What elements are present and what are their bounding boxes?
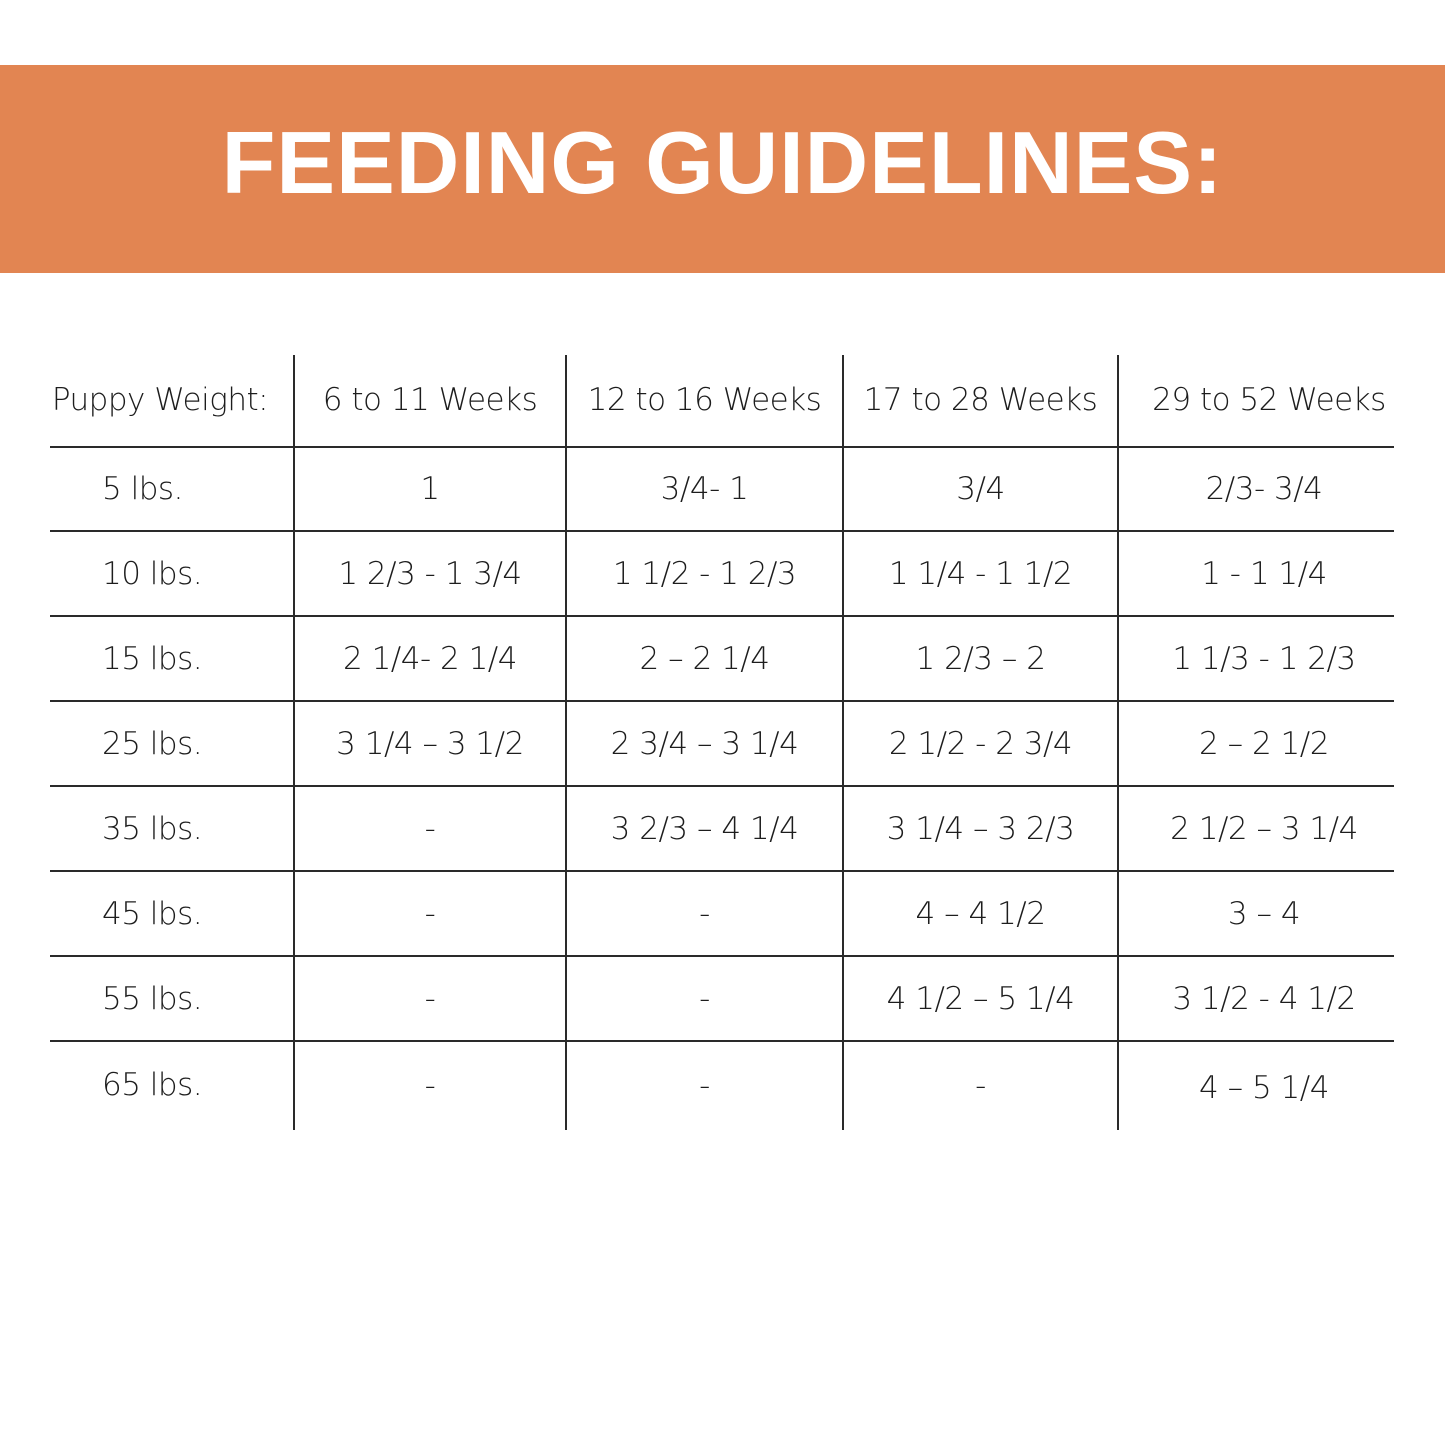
table-cell: 3/4- 1 bbox=[660, 471, 749, 507]
row-divider bbox=[50, 785, 1394, 787]
page-title: FEEDING GUIDELINES: bbox=[221, 113, 1224, 212]
header-12-to-16-weeks: 12 to 16 Weeks bbox=[587, 382, 822, 418]
table-cell: 4 – 5 1/4 bbox=[1199, 1070, 1329, 1106]
column-divider bbox=[1117, 355, 1119, 1130]
table-cell: - bbox=[699, 895, 710, 932]
row-divider bbox=[50, 870, 1394, 872]
row-divider bbox=[50, 1040, 1394, 1042]
table-cell: 3 – 4 bbox=[1227, 895, 1301, 932]
row-divider bbox=[50, 530, 1394, 532]
table-cell: - bbox=[699, 1068, 710, 1104]
table-cell: 3 1/4 – 3 1/2 bbox=[336, 725, 524, 762]
column-divider bbox=[293, 355, 295, 1130]
table-cell: - bbox=[424, 895, 436, 932]
title-banner: FEEDING GUIDELINES: bbox=[0, 65, 1445, 273]
row-weight-label: 5 lbs. bbox=[102, 471, 183, 507]
header-6-to-11-weeks: 6 to 11 Weeks bbox=[322, 382, 538, 418]
table-cell: 1 bbox=[420, 471, 440, 507]
row-weight-label: 10 lbs. bbox=[102, 555, 203, 592]
table-cell: 2 1/2 – 3 1/4 bbox=[1170, 810, 1358, 847]
row-weight-label: 55 lbs. bbox=[102, 980, 203, 1017]
table-cell: 4 – 4 1/2 bbox=[915, 895, 1046, 932]
table-cell: 4 1/2 – 5 1/4 bbox=[886, 980, 1075, 1017]
header-puppy-weight: Puppy Weight: bbox=[51, 382, 269, 418]
table-cell: - bbox=[424, 810, 436, 847]
table-cell: 3/4 bbox=[956, 471, 1005, 507]
table-cell: 3 1/4 – 3 2/3 bbox=[886, 810, 1075, 847]
row-weight-label: 65 lbs. bbox=[102, 1066, 203, 1103]
table-cell: 1 2/3 - 1 3/4 bbox=[338, 555, 522, 592]
table-cell: 2 – 2 1/2 bbox=[1199, 725, 1329, 762]
row-weight-label: 25 lbs. bbox=[102, 725, 203, 762]
row-divider bbox=[50, 700, 1394, 702]
row-divider bbox=[50, 955, 1394, 957]
table-cell: 2 1/4- 2 1/4 bbox=[343, 640, 517, 677]
table-cell: 1 2/3 – 2 bbox=[915, 640, 1046, 677]
table-cell: 2 1/2 - 2 3/4 bbox=[888, 725, 1073, 762]
table-cell: 2 3/4 – 3 1/4 bbox=[610, 725, 799, 762]
row-divider bbox=[50, 446, 1394, 448]
table-cell: 1 - 1 1/4 bbox=[1201, 555, 1327, 592]
row-weight-label: 45 lbs. bbox=[102, 895, 203, 932]
column-divider bbox=[842, 355, 844, 1130]
table-cell: 2/3- 3/4 bbox=[1205, 471, 1323, 507]
header-29-to-52-weeks: 29 to 52 Weeks bbox=[1152, 382, 1386, 418]
table-cell: 3 1/2 - 4 1/2 bbox=[1172, 980, 1356, 1017]
table-cell: 3 2/3 – 4 1/4 bbox=[610, 810, 799, 847]
table-cell: - bbox=[424, 980, 436, 1017]
table-cell: 1 1/4 - 1 1/2 bbox=[888, 555, 1073, 592]
table-cell: - bbox=[699, 980, 710, 1017]
header-17-to-28-weeks: 17 to 28 Weeks bbox=[863, 382, 1098, 418]
table-cell: 2 – 2 1/4 bbox=[639, 640, 770, 677]
table-cell: - bbox=[424, 1068, 436, 1104]
table-cell: 1 1/3 - 1 2/3 bbox=[1172, 640, 1356, 677]
table-cell: 1 1/2 - 1 2/3 bbox=[612, 555, 797, 592]
row-weight-label: 15 lbs. bbox=[102, 640, 203, 677]
column-divider bbox=[565, 355, 567, 1130]
row-divider bbox=[50, 615, 1394, 617]
row-weight-label: 35 lbs. bbox=[102, 810, 203, 847]
table-cell: - bbox=[975, 1068, 986, 1104]
